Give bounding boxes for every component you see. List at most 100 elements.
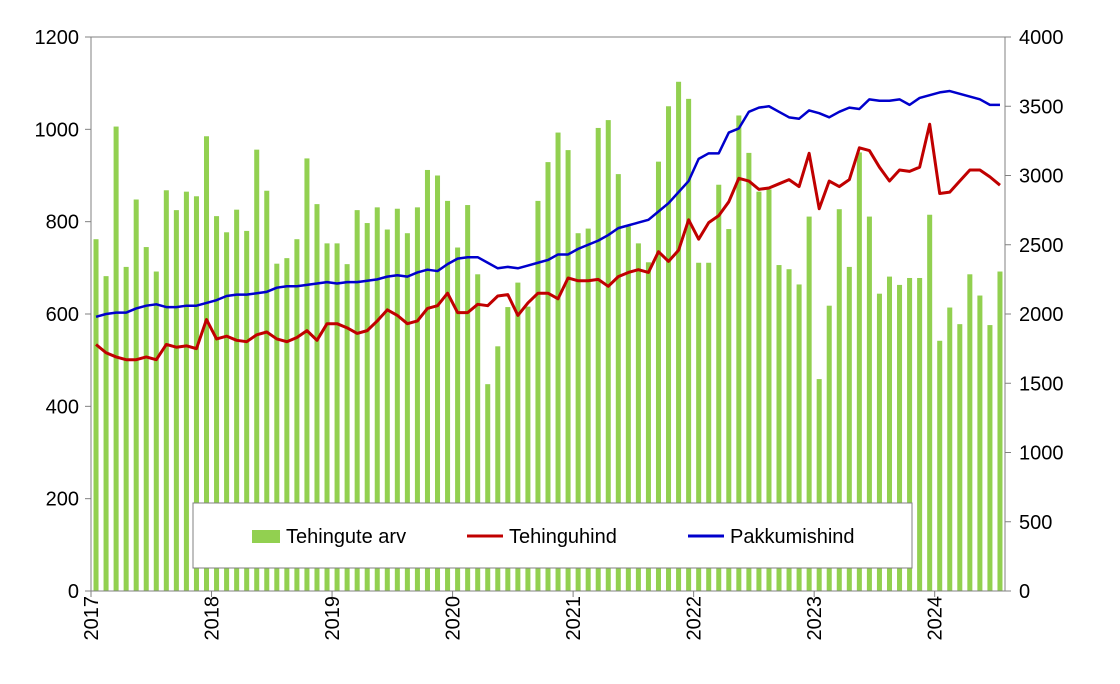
y-right-tick-label: 3500	[1019, 96, 1064, 118]
bar	[183, 191, 189, 592]
bar	[927, 214, 933, 591]
y-right-tick-label: 0	[1019, 581, 1030, 603]
bar	[284, 258, 290, 591]
bar	[435, 175, 441, 591]
bar	[736, 115, 742, 591]
x-tick-label: 2023	[804, 596, 826, 641]
y-right-tick-label: 1500	[1019, 373, 1064, 395]
bar	[334, 243, 340, 592]
legend-swatch	[252, 530, 280, 543]
bar	[545, 162, 551, 591]
y-right-tick-label: 3000	[1019, 166, 1064, 188]
bar	[475, 274, 481, 591]
bar	[816, 379, 822, 591]
bar	[967, 274, 973, 591]
bar	[414, 207, 420, 592]
y-left-tick-label: 200	[46, 489, 79, 511]
bar	[746, 152, 752, 591]
x-tick-label: 2021	[563, 596, 585, 641]
bar	[826, 305, 832, 591]
bar	[937, 340, 943, 591]
bar	[756, 191, 762, 592]
bar	[364, 223, 370, 591]
bar	[836, 209, 842, 591]
bar	[143, 247, 149, 591]
bar	[886, 276, 893, 591]
bar	[455, 247, 461, 591]
series-line	[95, 89, 1000, 318]
bar	[324, 243, 330, 592]
y-left-tick-label: 0	[68, 581, 79, 603]
legend: Tehingute arv Tehinguhind Pakkumishind	[192, 502, 913, 569]
series-line	[95, 122, 1001, 362]
x-tick-label: 2024	[925, 596, 947, 641]
bar	[153, 271, 159, 591]
legend-label: Pakkumishind	[730, 526, 855, 548]
bar	[796, 284, 802, 591]
bar	[897, 284, 903, 591]
bar	[987, 325, 993, 591]
x-tick-label: 2017	[81, 596, 103, 641]
y-left-tick-label: 600	[46, 304, 79, 326]
legend-label: Tehinguhind	[509, 526, 617, 548]
bar	[203, 136, 210, 591]
bar	[957, 324, 963, 591]
bar	[917, 277, 923, 591]
bar	[907, 277, 913, 591]
bar	[696, 262, 702, 591]
x-axis: 2017 2018 2019 2020 2021 2022 2023 2024	[81, 591, 947, 641]
bar	[103, 276, 109, 591]
bar	[666, 106, 672, 591]
bar	[615, 174, 621, 592]
bar	[525, 306, 531, 591]
y-left-tick-label: 1000	[35, 119, 80, 141]
bar	[806, 216, 812, 592]
x-tick-label: 2019	[322, 596, 344, 641]
y-left-tick-label: 1200	[35, 27, 80, 49]
bar	[344, 264, 350, 591]
bar	[173, 210, 179, 591]
bar	[565, 150, 571, 591]
bar	[264, 190, 270, 592]
bar	[555, 132, 561, 591]
bar	[354, 210, 360, 591]
bar	[304, 158, 310, 591]
x-tick-label: 2018	[202, 596, 224, 641]
bar	[766, 189, 772, 591]
bar	[113, 126, 119, 592]
bar	[485, 384, 491, 591]
lines-layer	[95, 89, 1001, 362]
bar	[374, 207, 380, 592]
bar	[575, 233, 581, 592]
bar	[404, 233, 410, 592]
bar	[776, 265, 782, 591]
bar	[605, 120, 611, 591]
bar	[224, 232, 230, 591]
bar	[625, 226, 631, 592]
bar	[234, 209, 240, 591]
bar	[274, 263, 280, 591]
bar	[595, 127, 601, 591]
y-right-tick-label: 2500	[1019, 235, 1064, 257]
y-left-tick-label: 400	[46, 396, 79, 418]
bar	[726, 229, 732, 591]
bars-layer	[93, 81, 1003, 592]
bar	[254, 149, 260, 591]
bar	[997, 271, 1003, 591]
bar	[424, 169, 430, 591]
x-tick-label: 2020	[443, 596, 465, 641]
bar	[645, 262, 651, 591]
x-tick-label: 2022	[684, 596, 706, 641]
bar	[294, 239, 300, 591]
bar	[133, 199, 139, 592]
bar	[676, 81, 682, 591]
bar	[214, 216, 220, 592]
bar	[686, 98, 692, 591]
y-axis-right: 0 500 1000 1500 2000 2500 3000 3500 4000	[1005, 27, 1064, 603]
y-right-tick-label: 1000	[1019, 443, 1064, 465]
bar	[856, 152, 862, 591]
bar	[505, 307, 511, 591]
bar	[876, 293, 882, 591]
bar	[535, 200, 541, 591]
